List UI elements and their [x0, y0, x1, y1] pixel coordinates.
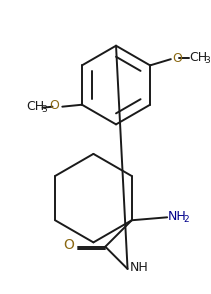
Text: NH: NH — [130, 261, 148, 274]
Text: O: O — [49, 99, 59, 112]
Text: 3: 3 — [42, 105, 47, 114]
Text: CH: CH — [189, 51, 208, 64]
Text: 2: 2 — [183, 215, 188, 224]
Text: NH: NH — [168, 210, 187, 223]
Text: O: O — [64, 238, 74, 252]
Text: 3: 3 — [204, 56, 210, 65]
Text: O: O — [172, 52, 182, 65]
Text: CH: CH — [26, 100, 44, 113]
